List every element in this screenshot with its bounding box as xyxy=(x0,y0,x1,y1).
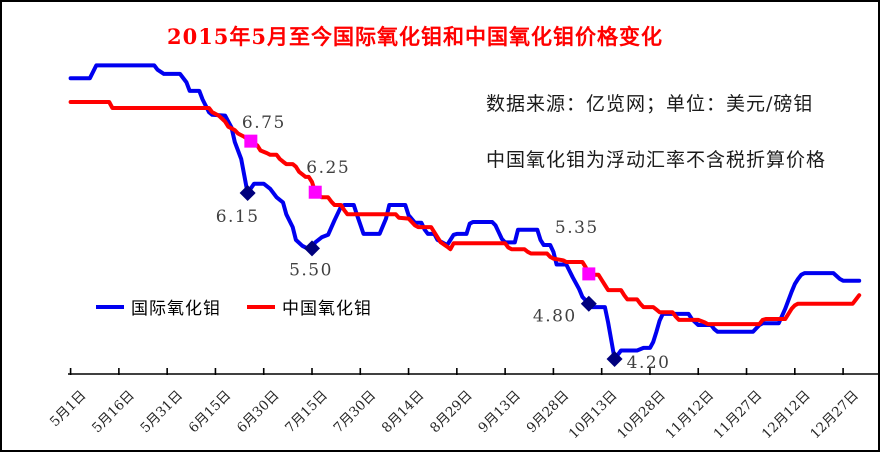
price-value-label: 5.50 xyxy=(289,260,333,280)
x-tick-label: 7月15日 xyxy=(282,388,331,437)
legend-item-china: 中国氧化钼 xyxy=(247,294,372,319)
x-tick-label: 5月16日 xyxy=(89,388,138,437)
x-tick-label: 10月28日 xyxy=(614,388,669,443)
x-tick-label: 6月15日 xyxy=(186,388,235,437)
legend-label-international: 国际氧化钼 xyxy=(131,299,221,319)
data-source-note: 数据来源：亿览网；单位：美元/磅钼 xyxy=(486,93,814,115)
x-tick-label: 5月31日 xyxy=(137,388,186,437)
x-tick-label: 11月12日 xyxy=(662,388,717,443)
x-tick-label: 5月1日 xyxy=(47,388,90,431)
x-tick-label: 9月28日 xyxy=(524,388,573,437)
price-value-label: 6.75 xyxy=(242,113,286,133)
price-value-label: 4.20 xyxy=(627,353,671,373)
price-value-label: 6.25 xyxy=(306,158,350,178)
x-tick-label: 10月13日 xyxy=(566,388,621,443)
page-title: 2015年5月至今国际氧化钼和中国氧化钼价格变化 xyxy=(166,24,664,49)
x-tick-label: 7月30日 xyxy=(330,388,379,437)
international-line-swatch xyxy=(96,304,124,309)
price-marker-diamond xyxy=(239,185,256,202)
x-tick-label: 6月30日 xyxy=(234,388,283,437)
x-tick-label: 12月27日 xyxy=(807,388,862,443)
x-tick-label: 8月29日 xyxy=(427,388,476,437)
price-marker-square xyxy=(244,134,258,148)
legend-label-china: 中国氧化钼 xyxy=(282,299,372,319)
price-marker-square xyxy=(582,267,596,281)
price-value-label: 4.80 xyxy=(533,307,577,327)
fx-conversion-note: 中国氧化钼为浮动汇率不含税折算价格 xyxy=(486,149,827,171)
price-marker-square xyxy=(308,185,322,199)
legend-item-international: 国际氧化钼 xyxy=(96,294,221,319)
legend: 国际氧化钼 中国氧化钼 xyxy=(96,294,372,319)
x-tick-label: 11月27日 xyxy=(711,388,766,443)
china-line-swatch xyxy=(247,304,275,309)
x-tick-label: 9月13日 xyxy=(475,388,524,437)
x-tick-label: 12月12日 xyxy=(759,388,814,443)
price-value-label: 5.35 xyxy=(555,218,599,238)
china-moly-line xyxy=(68,100,862,327)
price-marker-diamond xyxy=(580,295,597,312)
x-tick-label: 8月14日 xyxy=(379,388,428,437)
price-marker-diamond xyxy=(606,351,623,368)
price-marker-diamond xyxy=(304,240,321,257)
price-value-label: 6.15 xyxy=(216,207,260,227)
